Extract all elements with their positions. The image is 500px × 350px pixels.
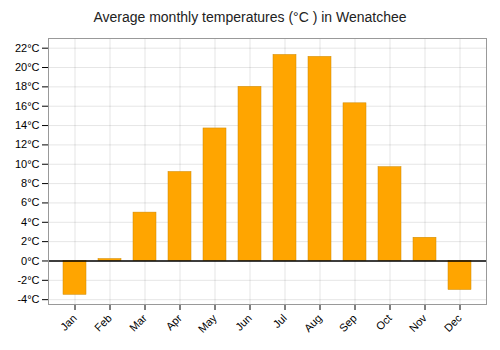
svg-text:6°C: 6°C: [21, 196, 40, 208]
svg-text:Oct: Oct: [373, 312, 394, 333]
svg-text:8°C: 8°C: [21, 177, 40, 189]
svg-text:Aug: Aug: [302, 312, 324, 334]
svg-text:Sep: Sep: [337, 312, 359, 334]
svg-text:20°C: 20°C: [15, 61, 40, 73]
svg-text:22°C: 22°C: [15, 42, 40, 54]
svg-text:Apr: Apr: [163, 312, 184, 333]
svg-text:16°C: 16°C: [15, 100, 40, 112]
svg-text:Feb: Feb: [92, 312, 114, 334]
svg-text:Mar: Mar: [127, 312, 149, 334]
svg-text:0°C: 0°C: [21, 254, 40, 266]
html-text:Average monthly temperatures (: Average monthly temperatures (°C ) in We…: [93, 9, 407, 25]
svg-text:4°C: 4°C: [21, 216, 40, 228]
svg-text:18°C: 18°C: [15, 80, 40, 92]
svg-text:-4°C: -4°C: [17, 293, 39, 305]
svg-text:Dec: Dec: [442, 311, 465, 334]
svg-text:12°C: 12°C: [15, 138, 40, 150]
svg-text:May: May: [196, 311, 220, 335]
svg-text:Jul: Jul: [270, 312, 288, 330]
svg-text:14°C: 14°C: [15, 119, 40, 131]
svg-text:Jan: Jan: [58, 312, 79, 333]
svg-text:Jun: Jun: [233, 312, 254, 333]
svg-text:2°C: 2°C: [21, 235, 40, 247]
svg-text:Nov: Nov: [407, 311, 430, 334]
svg-text:10°C: 10°C: [15, 158, 40, 170]
svg-text:-2°C: -2°C: [17, 274, 39, 286]
